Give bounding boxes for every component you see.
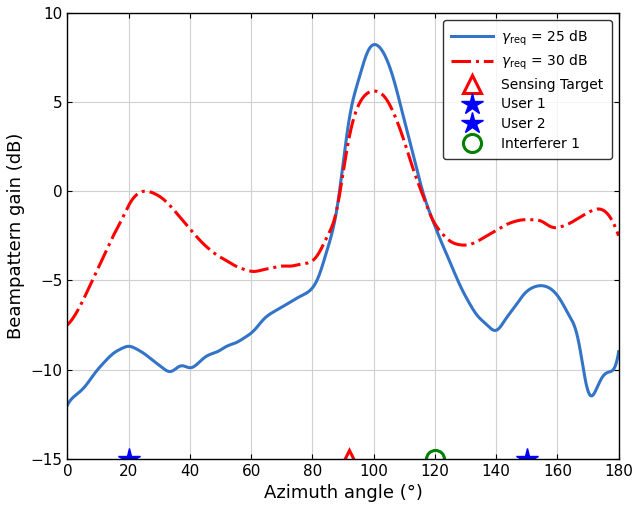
$\gamma_{\mathregular{req}}$ = 30 dB	[63, 322, 71, 328]
$\gamma_{\mathregular{req}}$ = 25 dB	[289, 298, 296, 304]
$\gamma_{\mathregular{req}}$ = 25 dB	[63, 402, 71, 408]
$\gamma_{\mathregular{req}}$ = 30 dB	[291, 262, 299, 268]
$\gamma_{\mathregular{req}}$ = 30 dB	[371, 88, 378, 94]
Legend: $\gamma_{\mathregular{req}}$ = 25 dB, $\gamma_{\mathregular{req}}$ = 30 dB, Sens: $\gamma_{\mathregular{req}}$ = 25 dB, $\…	[443, 20, 612, 159]
$\gamma_{\mathregular{req}}$ = 30 dB	[289, 263, 296, 269]
$\gamma_{\mathregular{req}}$ = 25 dB	[269, 309, 277, 315]
$\gamma_{\mathregular{req}}$ = 30 dB	[615, 233, 623, 239]
$\gamma_{\mathregular{req}}$ = 25 dB	[615, 349, 623, 355]
X-axis label: Azimuth angle (°): Azimuth angle (°)	[264, 484, 422, 502]
$\gamma_{\mathregular{req}}$ = 25 dB	[291, 296, 299, 302]
$\gamma_{\mathregular{req}}$ = 25 dB	[440, 245, 448, 251]
$\gamma_{\mathregular{req}}$ = 30 dB	[95, 264, 103, 270]
Line: $\gamma_{\mathregular{req}}$ = 30 dB: $\gamma_{\mathregular{req}}$ = 30 dB	[67, 91, 619, 325]
Line: $\gamma_{\mathregular{req}}$ = 25 dB: $\gamma_{\mathregular{req}}$ = 25 dB	[67, 45, 619, 405]
$\gamma_{\mathregular{req}}$ = 30 dB	[181, 220, 189, 226]
$\gamma_{\mathregular{req}}$ = 30 dB	[440, 233, 448, 239]
$\gamma_{\mathregular{req}}$ = 25 dB	[95, 365, 103, 371]
$\gamma_{\mathregular{req}}$ = 25 dB	[181, 363, 189, 370]
$\gamma_{\mathregular{req}}$ = 25 dB	[371, 42, 378, 48]
Y-axis label: Beampattern gain (dB): Beampattern gain (dB)	[7, 133, 25, 339]
$\gamma_{\mathregular{req}}$ = 30 dB	[269, 265, 277, 271]
